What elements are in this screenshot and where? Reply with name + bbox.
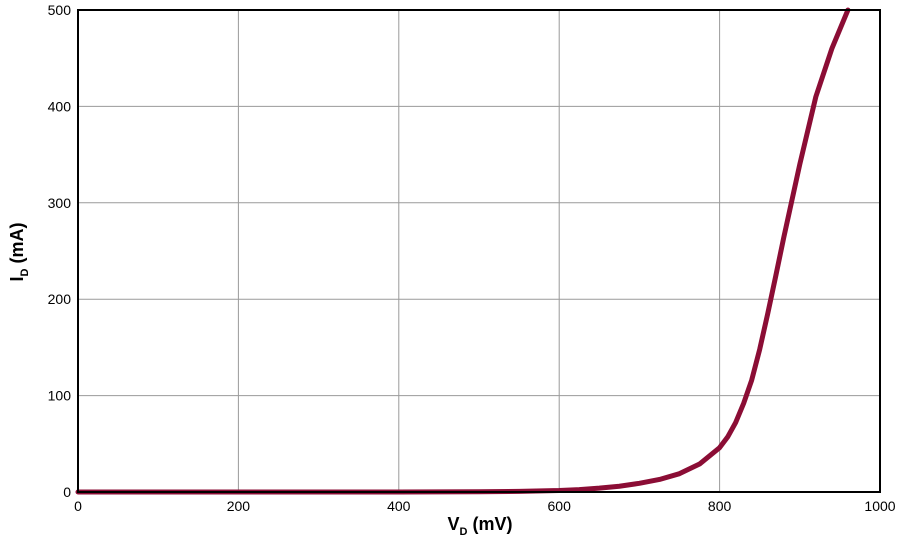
x-tick-label: 800 xyxy=(708,498,732,514)
grid-lines xyxy=(78,10,880,492)
plot-frame xyxy=(77,9,881,493)
y-tick-label: 100 xyxy=(48,388,72,404)
x-tick-label: 1000 xyxy=(864,498,895,514)
y-tick-labels: 0 100 200 300 400 500 xyxy=(48,2,72,500)
x-axis-label: VD (mV) xyxy=(448,514,513,538)
series-group xyxy=(75,7,851,495)
y-axis-label-unit: (mA) xyxy=(7,223,27,269)
y-axis-label: ID (mA) xyxy=(7,223,31,282)
y-axis-label-subscript: D xyxy=(19,268,31,276)
x-axis-label-unit: (mV) xyxy=(467,514,512,534)
y-tick-label: 200 xyxy=(48,291,72,307)
y-tick-label: 400 xyxy=(48,98,72,114)
series-line-1 xyxy=(75,7,851,495)
x-tick-label: 0 xyxy=(74,498,82,514)
x-tick-label: 400 xyxy=(387,498,411,514)
y-tick-label: 0 xyxy=(63,484,71,500)
x-axis-label-subscript: D xyxy=(460,526,468,538)
y-axis-label-main: I xyxy=(7,276,27,281)
x-tick-labels: 0 200 400 600 800 1000 xyxy=(74,498,896,514)
y-tick-label: 500 xyxy=(48,2,72,18)
y-tick-label: 300 xyxy=(48,195,72,211)
x-tick-label: 200 xyxy=(227,498,251,514)
x-axis-label-main: V xyxy=(448,514,460,534)
x-tick-label: 600 xyxy=(548,498,572,514)
